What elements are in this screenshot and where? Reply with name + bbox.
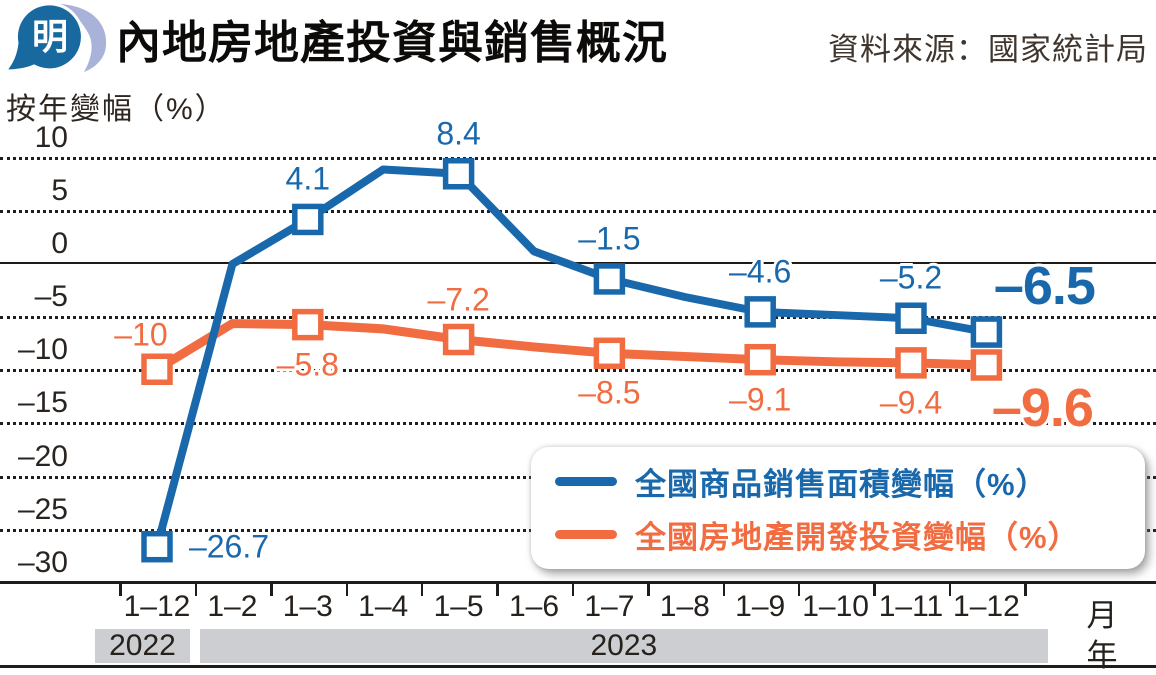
data-marker (442, 158, 475, 190)
y-tick-label: –10 (17, 333, 68, 367)
x-axis-tick (1024, 584, 1027, 596)
x-tick-label: 1–11 (878, 590, 944, 623)
logo-character: 明 (32, 16, 68, 57)
point-label: –9.6 (991, 378, 1094, 438)
x-axis-tick (873, 584, 876, 596)
y-tick-label: 0 (51, 227, 68, 260)
x-tick-label: 1–8 (659, 590, 710, 623)
sales-line-swatch (555, 477, 617, 486)
legend-row-sales: 全國商品銷售面積變幅（%） (555, 459, 1145, 504)
x-axis-tick (119, 584, 122, 596)
x-axis-tick (194, 584, 198, 596)
logo-bubble (2, 2, 84, 73)
point-label: –8.5 (578, 374, 641, 411)
month-unit-label: 月 (1086, 598, 1118, 633)
gridline--10 (0, 369, 1156, 373)
point-label: –9.1 (729, 381, 792, 418)
year-band-2023: 2023 (199, 629, 1049, 663)
x-axis-tick (270, 584, 273, 596)
bottom-rule (0, 665, 1156, 668)
y-tick-label: 10 (34, 120, 68, 154)
data-marker (442, 323, 475, 356)
x-tick-label: 1–2 (207, 590, 258, 623)
investment-line-swatch (555, 530, 617, 539)
x-axis-tick (420, 584, 424, 596)
point-label: 4.1 (285, 160, 331, 197)
legend-box: 全國商品銷售面積變幅（%） 全國房地產開發投資變幅（%） (531, 447, 1145, 569)
point-label: –4.6 (729, 253, 792, 290)
data-marker (593, 337, 626, 370)
x-tick-label: 1–7 (584, 590, 635, 623)
data-marker (593, 263, 626, 295)
y-axis-title: 按年變幅（%） (6, 93, 227, 126)
gridline--5 (0, 316, 1156, 320)
y-tick-label: –30 (17, 545, 68, 579)
legend-row-investment: 全國房地產開發投資變幅（%） (555, 512, 1145, 557)
x-tick-label: 1–9 (735, 590, 786, 623)
x-axis-tick (647, 584, 650, 596)
gridline--15 (0, 422, 1156, 426)
x-tick-label: 1–12 (123, 590, 191, 623)
gridline-5 (0, 209, 1156, 213)
x-axis-tick (797, 584, 801, 596)
x-tick-label: 1–12 (953, 590, 1020, 623)
y-tick-label: –15 (17, 386, 68, 420)
x-tick-label: 1–10 (802, 590, 869, 623)
x-tick-label: 1–4 (358, 590, 409, 623)
y-tick-label: –5 (34, 280, 68, 314)
gridline-10 (0, 156, 1156, 160)
x-tick-label: 1–5 (433, 590, 484, 623)
x-tick-label: 1–6 (508, 590, 560, 623)
data-marker (141, 530, 173, 563)
point-label: –5.2 (879, 259, 943, 296)
page-title: 內地房地產投資與銷售概況 (116, 17, 669, 68)
year-band-2022: 2022 (95, 629, 190, 663)
point-label: –9.4 (879, 384, 943, 421)
x-tick-label: 1–3 (282, 590, 333, 623)
x-axis-tick (722, 584, 725, 596)
year-unit-label: 年 (1086, 638, 1118, 673)
x-axis-tick (345, 584, 348, 596)
y-tick-label: –20 (17, 439, 68, 473)
data-marker (970, 349, 1003, 381)
x-axis-tick (948, 584, 952, 596)
investment-legend-label: 全國房地產開發投資變幅（%） (635, 520, 1080, 555)
point-label: –5.8 (276, 346, 339, 383)
data-marker (744, 296, 776, 328)
mingpao-logo: 明 (2, 2, 107, 73)
x-axis-tick (496, 584, 499, 596)
logo-swoosh (60, 4, 107, 72)
point-label: –10 (114, 316, 168, 353)
y-tick-label: 5 (51, 173, 68, 207)
x-axis-tick (571, 584, 575, 596)
point-label: 8.4 (436, 115, 481, 152)
data-source: 資料來源：國家統計局 (828, 32, 1148, 67)
x-axis-line (0, 581, 1156, 584)
point-label: –7.2 (427, 281, 490, 317)
point-label: –6.5 (993, 256, 1096, 317)
gridline-0 (0, 261, 1156, 264)
point-label: –26.7 (188, 528, 270, 565)
sales-legend-label: 全國商品銷售面積變幅（%） (635, 467, 1048, 502)
y-tick-label: –25 (17, 492, 68, 526)
data-marker (970, 316, 1003, 348)
point-label: –1.5 (578, 220, 641, 257)
